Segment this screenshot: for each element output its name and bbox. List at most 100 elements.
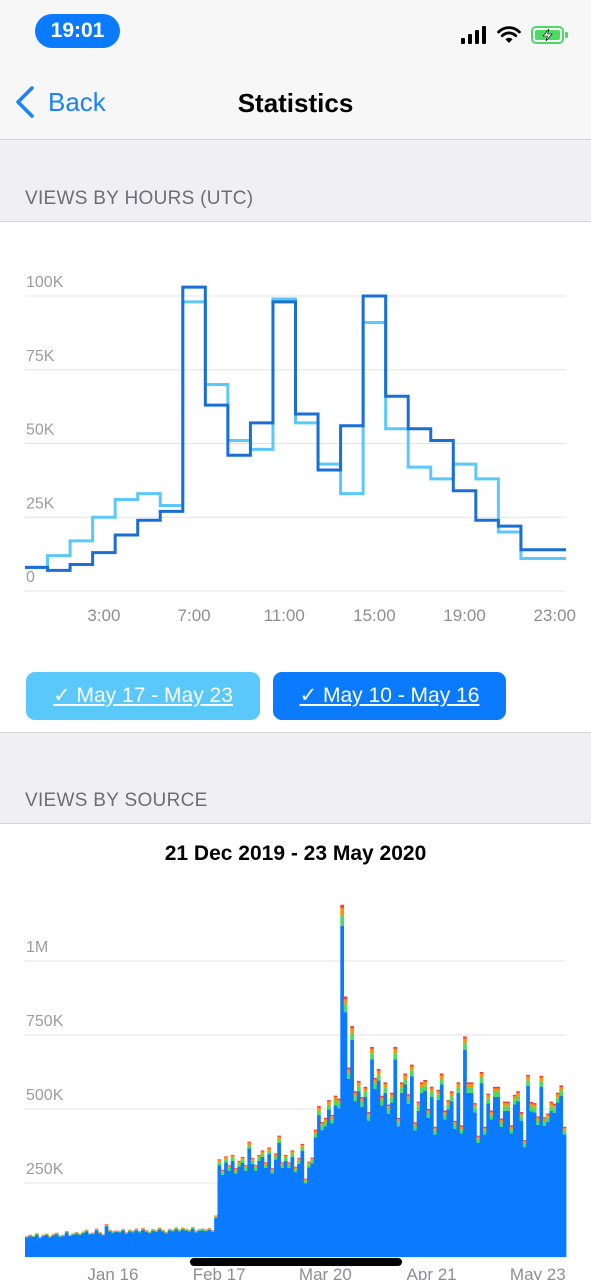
bar-segment	[366, 1120, 371, 1257]
bar-segment	[516, 1092, 520, 1097]
bar-segment	[522, 1143, 527, 1148]
bar-segment	[147, 1231, 152, 1233]
bar-segment	[486, 1103, 491, 1257]
bar-segment	[204, 1231, 208, 1257]
bar-segment	[446, 1109, 451, 1257]
bar-segment	[104, 1224, 109, 1226]
bar-segment	[101, 1235, 106, 1257]
bar-segment	[549, 1101, 554, 1104]
bar-segment	[327, 1101, 331, 1105]
bar-segment	[519, 1116, 524, 1121]
bar-segment	[190, 1228, 195, 1257]
bar-segment	[496, 1086, 501, 1089]
bar-segment	[104, 1225, 109, 1227]
bar-segment	[157, 1228, 162, 1230]
bar-segment	[171, 1231, 175, 1257]
bar-segment	[512, 1099, 517, 1105]
bar-segment	[356, 1080, 361, 1083]
x-tick-label: 19:00	[443, 606, 486, 625]
bar-segment	[303, 1180, 308, 1184]
bar-segment	[320, 1122, 325, 1124]
bar-segment	[386, 1113, 391, 1257]
bar-segment	[194, 1230, 198, 1232]
bar-segment	[509, 1129, 514, 1134]
bar-segment	[114, 1231, 119, 1232]
bar-segment	[499, 1119, 504, 1123]
bar-segment	[476, 1135, 481, 1137]
bar-segment	[131, 1232, 135, 1257]
bar-segment	[406, 1099, 411, 1104]
bar-segment	[536, 1120, 540, 1125]
bar-segment	[98, 1233, 102, 1257]
bar-segment	[562, 1130, 567, 1135]
bar-segment	[546, 1113, 550, 1115]
bar-segment	[376, 1080, 381, 1257]
bar-segment	[526, 1076, 530, 1081]
bar-segment	[416, 1103, 421, 1107]
bar-segment	[443, 1114, 447, 1120]
bar-segment	[529, 1101, 534, 1104]
y-tick-label: 50K	[26, 422, 55, 439]
bar-segment	[542, 1117, 547, 1119]
bar-segment	[562, 1126, 567, 1129]
bar-segment	[167, 1229, 172, 1231]
bar-segment	[552, 1112, 557, 1257]
x-tick-label: 23:00	[533, 606, 576, 625]
views-by-hours-chart: 0 25K 50K 75K 100K 3:00 7:00 11:00 15:00 19:00 23:…	[25, 274, 576, 625]
bar-segment	[350, 1039, 354, 1257]
bar-segment	[380, 1100, 384, 1106]
bar-segment	[456, 1087, 461, 1093]
bar-segment	[174, 1229, 179, 1257]
bar-segment	[496, 1097, 501, 1257]
bar-segment	[54, 1234, 59, 1257]
bar-segment	[164, 1232, 169, 1234]
bar-segment	[492, 1086, 497, 1089]
bar-segment	[410, 1066, 414, 1071]
bar-segment	[403, 1084, 408, 1257]
bar-segment	[234, 1173, 238, 1257]
bar-segment	[436, 1094, 441, 1100]
bar-segment	[512, 1096, 517, 1100]
bar-segment	[154, 1230, 159, 1231]
bar-segment	[214, 1215, 218, 1217]
bar-segment	[197, 1229, 202, 1231]
bar-segment	[393, 1046, 398, 1049]
bar-segment	[390, 1092, 394, 1095]
bar-segment	[486, 1095, 491, 1099]
bar-segment	[542, 1118, 547, 1122]
period-toggle-may-10-16[interactable]: ✓ May 10 - May 16	[273, 672, 506, 720]
bar-segment	[303, 1179, 308, 1181]
bar-segment	[310, 1158, 315, 1161]
bar-segment	[383, 1082, 388, 1085]
bar-segment	[68, 1235, 72, 1257]
period-toggle-may-17-23[interactable]: ✓ May 17 - May 23	[26, 672, 260, 720]
bar-segment	[247, 1142, 252, 1146]
bar-segment	[313, 1137, 318, 1257]
bar-segment	[552, 1103, 557, 1106]
bar-segment	[400, 1092, 404, 1257]
status-time: 19:01	[35, 14, 120, 48]
bar-segment	[396, 1122, 401, 1127]
bar-segment	[449, 1091, 454, 1093]
bar-segment	[539, 1075, 544, 1078]
back-button[interactable]: Back	[12, 84, 106, 120]
bar-segment	[476, 1136, 481, 1140]
bar-segment	[350, 1028, 354, 1034]
bar-segment	[532, 1104, 537, 1108]
bar-segment	[333, 1095, 338, 1098]
bar-segment	[463, 1049, 467, 1257]
bar-segment	[380, 1097, 384, 1101]
home-indicator	[190, 1258, 402, 1266]
bar-segment	[333, 1097, 338, 1101]
bar-segment	[293, 1172, 298, 1257]
bar-segment	[376, 1070, 381, 1075]
bar-segment	[363, 1088, 368, 1092]
bar-segment	[157, 1227, 162, 1229]
bar-segment	[71, 1234, 76, 1235]
bar-segment	[473, 1107, 477, 1113]
bar-segment	[456, 1082, 461, 1085]
bar-segment	[257, 1157, 262, 1162]
x-tick-label: 3:00	[87, 606, 120, 625]
bar-segment	[363, 1097, 368, 1257]
bar-segment	[429, 1088, 434, 1092]
